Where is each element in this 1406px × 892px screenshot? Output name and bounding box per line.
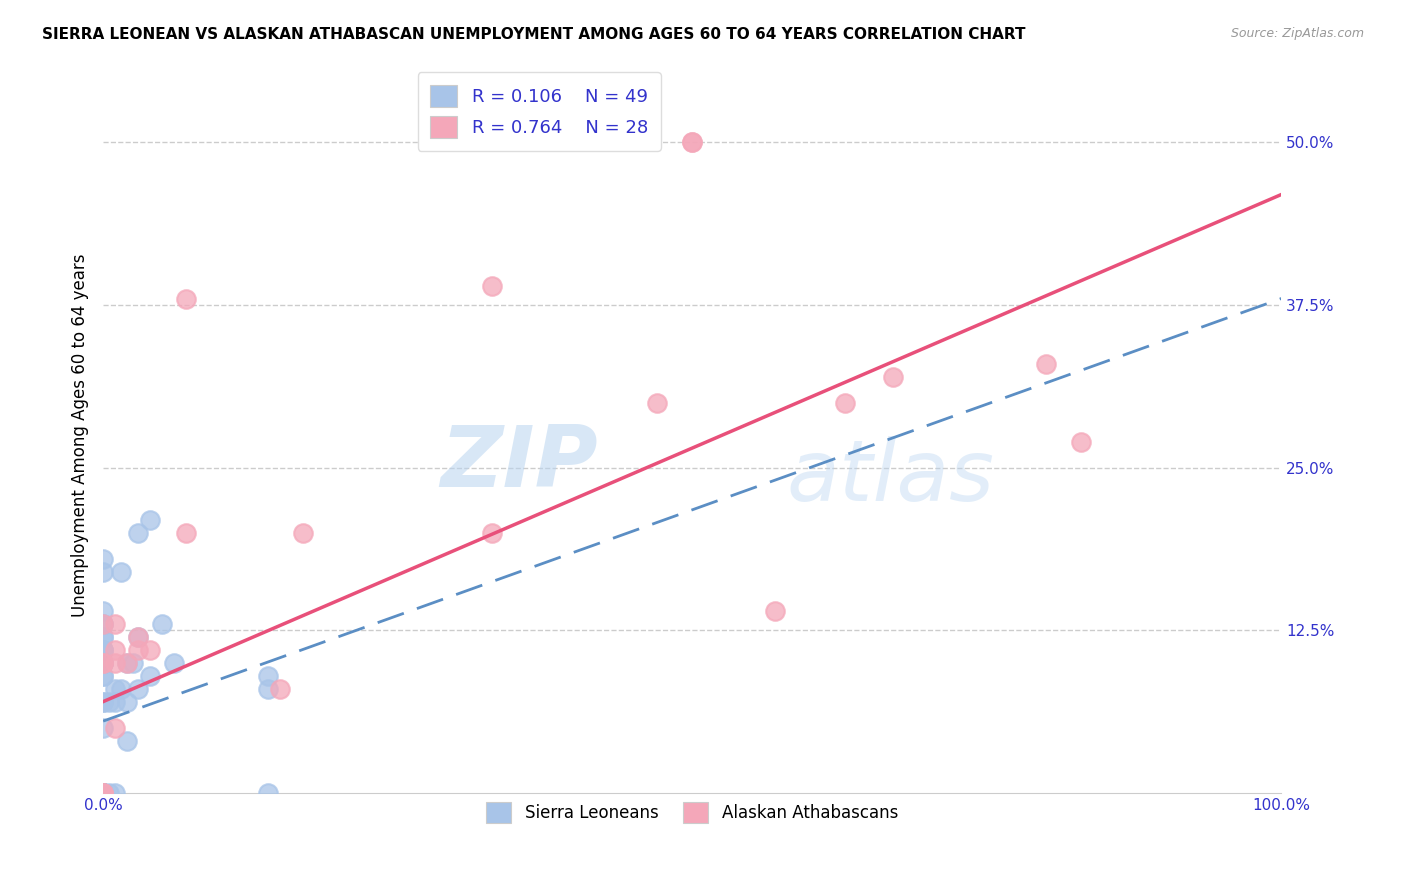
Text: Source: ZipAtlas.com: Source: ZipAtlas.com — [1230, 27, 1364, 40]
Point — [481, 278, 503, 293]
Point — [91, 721, 114, 735]
Point — [91, 695, 114, 709]
Point — [91, 786, 114, 800]
Point — [104, 786, 127, 800]
Point — [91, 616, 114, 631]
Point — [127, 525, 149, 540]
Point — [104, 695, 127, 709]
Y-axis label: Unemployment Among Ages 60 to 64 years: Unemployment Among Ages 60 to 64 years — [72, 253, 89, 616]
Point — [115, 695, 138, 709]
Point — [104, 656, 127, 670]
Point — [91, 695, 114, 709]
Point — [481, 525, 503, 540]
Point — [91, 656, 114, 670]
Point — [139, 642, 162, 657]
Point — [174, 525, 197, 540]
Point — [104, 721, 127, 735]
Point — [91, 786, 114, 800]
Point — [110, 681, 132, 696]
Point — [127, 630, 149, 644]
Point — [91, 642, 114, 657]
Point — [104, 681, 127, 696]
Point — [91, 786, 114, 800]
Point — [882, 369, 904, 384]
Point — [91, 630, 114, 644]
Point — [139, 512, 162, 526]
Point — [91, 786, 114, 800]
Point — [127, 642, 149, 657]
Point — [292, 525, 315, 540]
Point — [139, 668, 162, 682]
Point — [91, 786, 114, 800]
Point — [91, 616, 114, 631]
Point — [91, 642, 114, 657]
Point — [91, 656, 114, 670]
Point — [104, 642, 127, 657]
Point — [91, 786, 114, 800]
Point — [1035, 357, 1057, 371]
Point — [257, 786, 280, 800]
Point — [115, 733, 138, 747]
Point — [98, 786, 121, 800]
Point — [257, 668, 280, 682]
Point — [163, 656, 186, 670]
Point — [269, 681, 291, 696]
Point — [91, 656, 114, 670]
Point — [91, 786, 114, 800]
Legend: Sierra Leoneans, Alaskan Athabascans: Sierra Leoneans, Alaskan Athabascans — [475, 790, 910, 834]
Text: SIERRA LEONEAN VS ALASKAN ATHABASCAN UNEMPLOYMENT AMONG AGES 60 TO 64 YEARS CORR: SIERRA LEONEAN VS ALASKAN ATHABASCAN UNE… — [42, 27, 1026, 42]
Point — [91, 565, 114, 579]
Point — [91, 786, 114, 800]
Point — [91, 656, 114, 670]
Point — [91, 786, 114, 800]
Point — [110, 565, 132, 579]
Point — [91, 551, 114, 566]
Point — [91, 786, 114, 800]
Point — [1070, 434, 1092, 449]
Point — [91, 630, 114, 644]
Point — [98, 695, 121, 709]
Point — [174, 292, 197, 306]
Point — [645, 395, 668, 409]
Point — [681, 136, 703, 150]
Point — [763, 604, 786, 618]
Point — [834, 395, 856, 409]
Point — [91, 786, 114, 800]
Text: atlas: atlas — [786, 436, 994, 519]
Point — [681, 136, 703, 150]
Point — [257, 681, 280, 696]
Point — [115, 656, 138, 670]
Point — [91, 786, 114, 800]
Point — [121, 656, 143, 670]
Text: ZIP: ZIP — [440, 422, 598, 505]
Point — [104, 616, 127, 631]
Point — [91, 668, 114, 682]
Point — [115, 656, 138, 670]
Point — [91, 604, 114, 618]
Point — [91, 642, 114, 657]
Point — [150, 616, 173, 631]
Point — [127, 681, 149, 696]
Point — [91, 656, 114, 670]
Point — [127, 630, 149, 644]
Point — [91, 668, 114, 682]
Point — [91, 786, 114, 800]
Point — [91, 616, 114, 631]
